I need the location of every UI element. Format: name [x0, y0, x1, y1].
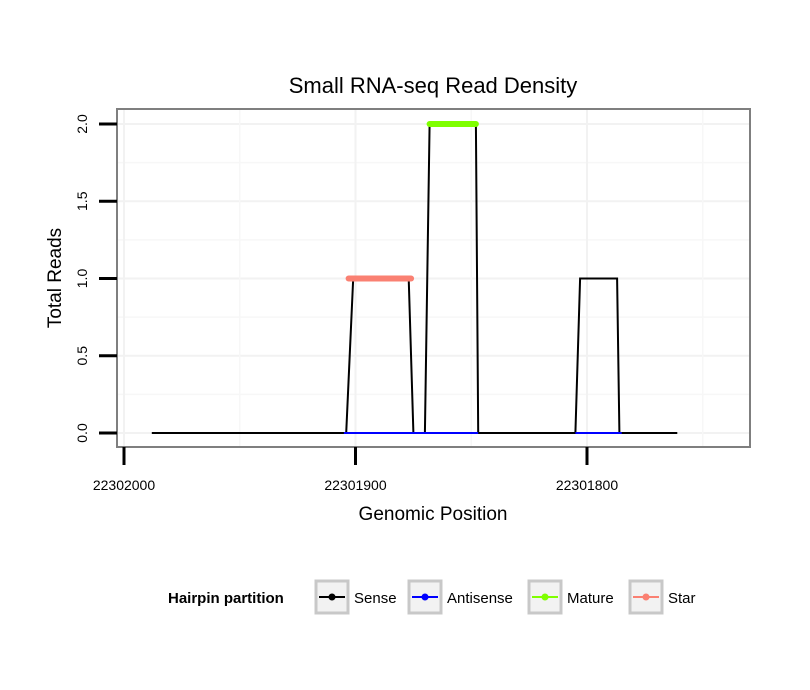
legend-label-mature: Mature [567, 590, 614, 607]
y-tick-label: 1.0 [74, 269, 90, 289]
legend-dot-antisense [421, 593, 429, 601]
legend-dot-mature [541, 593, 549, 601]
x-tick-label: 22302000 [93, 477, 156, 493]
y-axis-title: Total Reads [45, 228, 66, 328]
x-axis-title: Genomic Position [359, 504, 508, 525]
x-tick-label: 22301900 [324, 477, 387, 493]
y-tick-label: 1.5 [74, 191, 90, 211]
x-axis: 22302000 22301900 22301800 [93, 447, 619, 493]
legend-title: Hairpin partition [168, 590, 284, 607]
y-tick-label: 0.0 [74, 423, 90, 443]
chart-title: Small RNA-seq Read Density [289, 73, 578, 98]
y-tick-label: 0.5 [74, 346, 90, 366]
legend-dot-sense [328, 593, 336, 601]
series-layer [151, 121, 678, 434]
y-tick-label: 2.0 [74, 114, 90, 134]
legend-label-star: Star [668, 590, 696, 607]
legend-dot-star [642, 593, 650, 601]
legend-label-sense: Sense [354, 590, 397, 607]
legend-label-antisense: Antisense [447, 590, 513, 607]
grid-lines [118, 110, 749, 446]
legend: Hairpin partition Sense Antisense Mature St… [168, 579, 696, 615]
legend-key-mature [527, 579, 563, 615]
x-tick-label: 22301800 [556, 477, 619, 493]
y-axis: 0.0 0.5 1.0 1.5 2.0 [74, 114, 117, 443]
